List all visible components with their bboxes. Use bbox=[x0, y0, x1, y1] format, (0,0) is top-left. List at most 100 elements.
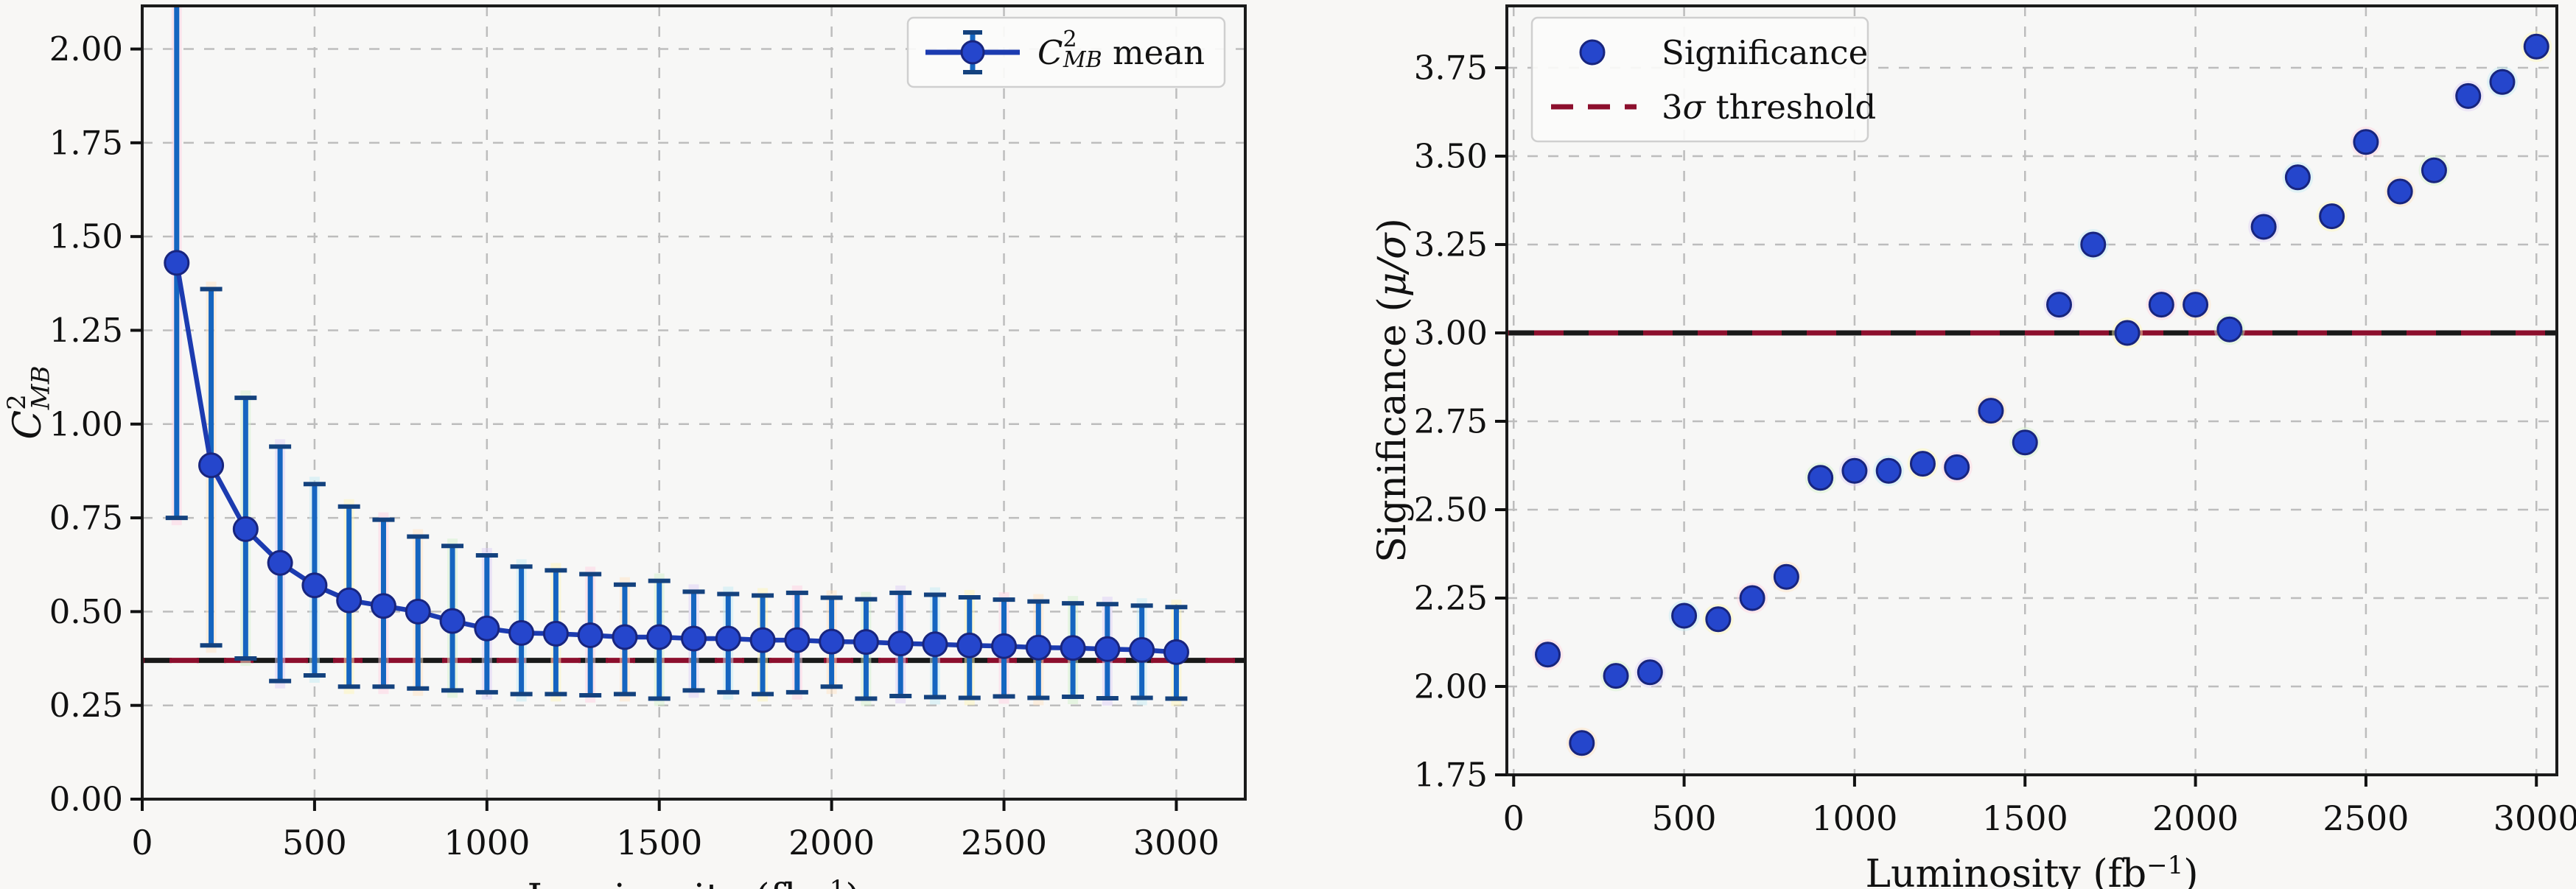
legend: Significance 3σ threshold bbox=[1530, 16, 1876, 143]
data-point-marker bbox=[577, 622, 603, 648]
scatter-point bbox=[1535, 642, 1561, 668]
x-tick-label: 0 bbox=[131, 823, 153, 862]
data-point-marker bbox=[542, 620, 569, 647]
data-point-marker bbox=[749, 627, 776, 653]
scatter-point bbox=[2353, 129, 2379, 155]
y-tick-label: 3.00 bbox=[1414, 314, 1488, 353]
data-point-marker bbox=[1025, 634, 1051, 661]
scatter-point bbox=[2319, 203, 2345, 230]
x-tick-label: 3000 bbox=[2493, 798, 2576, 838]
y-tick-label: 1.50 bbox=[49, 217, 123, 256]
data-point-marker bbox=[1163, 639, 1189, 665]
data-point-marker bbox=[474, 615, 500, 642]
y-tick-label: 1.00 bbox=[49, 404, 123, 443]
data-point-marker bbox=[336, 587, 363, 614]
data-point-marker bbox=[715, 625, 741, 652]
scatter-point bbox=[1569, 730, 1595, 756]
scatter-point bbox=[1875, 457, 1902, 484]
y-tick-label: 0.00 bbox=[49, 780, 123, 819]
data-series bbox=[1532, 31, 2552, 759]
scatter-point bbox=[2080, 231, 2107, 258]
scatter-point bbox=[1841, 457, 1868, 484]
data-point-marker bbox=[1094, 636, 1121, 662]
scatter-point bbox=[2114, 320, 2141, 346]
data-point-marker bbox=[853, 629, 879, 656]
legend: C2 MB mean bbox=[906, 16, 1226, 88]
axis-ticks bbox=[1495, 66, 2538, 787]
scatter-point bbox=[2489, 68, 2516, 95]
scatter-point bbox=[1944, 454, 1970, 480]
y-axis-label: Significance (μ/σ) bbox=[1371, 218, 1415, 563]
scatter-point bbox=[1739, 585, 1765, 611]
data-point-marker bbox=[681, 625, 707, 652]
legend-box bbox=[906, 16, 1226, 88]
x-tick-label: 500 bbox=[282, 823, 347, 862]
x-tick-label: 500 bbox=[1652, 798, 1717, 838]
scatter-point bbox=[2421, 157, 2447, 183]
legend-label: Significance bbox=[1662, 33, 1868, 72]
x-tick-label: 2000 bbox=[788, 823, 875, 862]
y-tick-label: 2.75 bbox=[1414, 402, 1488, 441]
cmb-squared-mean-vs-luminosity-chart: 0 500 1000 1500 2000 2500 3000 0.00 0.25 0.50 0.75… bbox=[2, 4, 1247, 889]
legend-label: C2 MB mean bbox=[1037, 27, 1205, 73]
x-tick-label: 1500 bbox=[616, 823, 702, 862]
x-tick-label: 0 bbox=[1503, 798, 1525, 838]
scatter-point bbox=[2012, 429, 2038, 456]
data-point-marker bbox=[956, 632, 983, 658]
y-tick-label: 1.75 bbox=[49, 123, 123, 162]
y-tick-label: 2.25 bbox=[1414, 579, 1488, 618]
x-tick-label: 2500 bbox=[2323, 798, 2409, 838]
scatter-point bbox=[1807, 465, 1834, 491]
scatter-point bbox=[1671, 602, 1698, 629]
y-axis-label: C2MB bbox=[2, 365, 55, 439]
y-tick-label: 2.00 bbox=[1414, 667, 1488, 706]
data-point-marker bbox=[612, 624, 638, 650]
axes-spines bbox=[141, 4, 1247, 801]
legend-marker-glyph bbox=[1579, 39, 1606, 66]
legend-label: 3σ threshold bbox=[1662, 88, 1876, 127]
axes-spines bbox=[1505, 4, 2558, 776]
data-point-marker bbox=[887, 630, 914, 657]
x-tick-label: 3000 bbox=[1133, 823, 1219, 862]
data-point-marker bbox=[439, 608, 466, 634]
data-point-marker bbox=[991, 633, 1018, 659]
scatter-point bbox=[2523, 33, 2549, 60]
y-tick-label: 3.75 bbox=[1414, 49, 1488, 88]
legend-box bbox=[1530, 16, 1869, 143]
tick-labels: 0 500 1000 1500 2000 2500 3000 0.00 0.25 0.50 0.75… bbox=[49, 29, 1219, 862]
scatter-point bbox=[2148, 292, 2174, 318]
scatter-point bbox=[2284, 164, 2311, 191]
scatter-point bbox=[2216, 316, 2243, 342]
data-point-marker bbox=[508, 619, 535, 646]
tick-labels: 0 500 1000 1500 2000 2500 3000 1.75 2.00 2.25 2.50… bbox=[1414, 49, 2576, 839]
x-tick-label: 1000 bbox=[444, 823, 530, 862]
y-tick-label: 0.25 bbox=[49, 686, 123, 725]
scatter-point bbox=[2046, 292, 2073, 318]
x-tick-label: 1000 bbox=[1811, 798, 1897, 838]
data-point-marker bbox=[646, 624, 673, 650]
data-point-marker bbox=[232, 516, 259, 542]
grid-lines bbox=[1507, 6, 2557, 776]
axis-ticks bbox=[130, 47, 1178, 811]
data-point-marker bbox=[819, 628, 845, 655]
y-tick-label: 3.25 bbox=[1414, 225, 1488, 264]
scatter-point bbox=[2455, 82, 2482, 109]
x-axis-label: Luminosity (fb−1) bbox=[527, 875, 860, 889]
y-tick-label: 2.50 bbox=[1414, 491, 1488, 530]
scatter-point bbox=[2387, 178, 2413, 205]
x-tick-label: 2500 bbox=[961, 823, 1047, 862]
scatter-point bbox=[1978, 398, 2004, 424]
data-point-marker bbox=[198, 452, 225, 479]
data-series bbox=[164, 6, 1189, 706]
y-tick-label: 0.50 bbox=[49, 592, 123, 631]
data-point-marker bbox=[301, 572, 328, 599]
scatter-point bbox=[2250, 214, 2277, 240]
data-point-marker bbox=[405, 598, 431, 625]
y-tick-label: 2.00 bbox=[49, 29, 123, 68]
x-tick-label: 1500 bbox=[1982, 798, 2068, 838]
data-point-marker bbox=[1060, 635, 1086, 661]
data-point-marker bbox=[1129, 636, 1155, 663]
data-point-marker bbox=[267, 549, 293, 576]
scatter-point bbox=[1773, 563, 1799, 590]
